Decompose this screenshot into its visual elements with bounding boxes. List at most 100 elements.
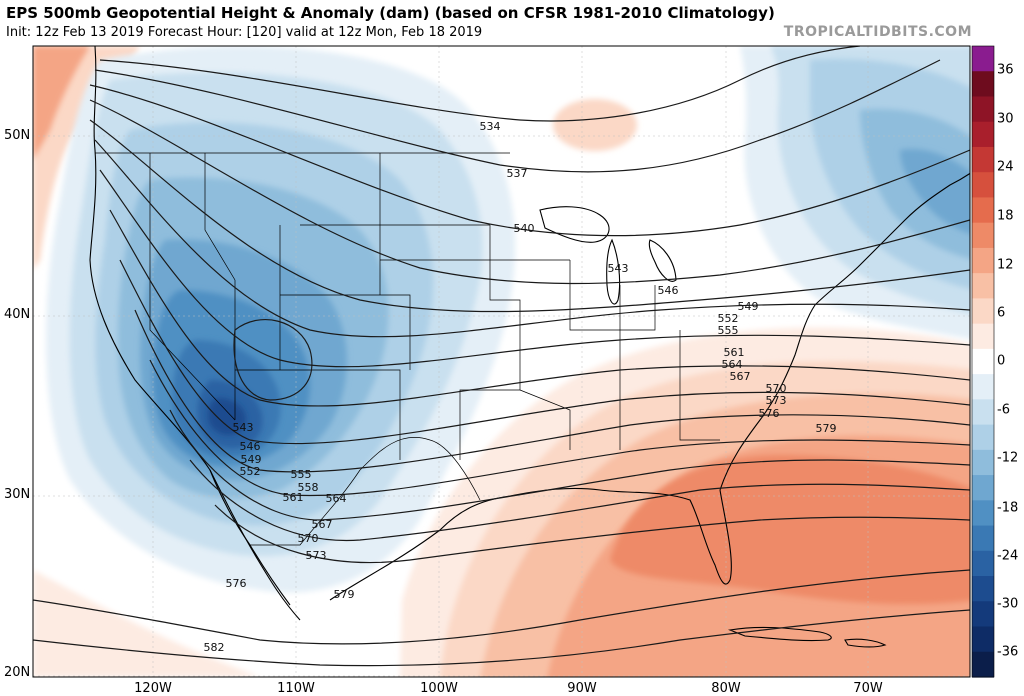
height-contour-10 (134, 309, 970, 473)
colorbar-swatch-p33 (972, 71, 994, 98)
anomaly-positive-pacific (33, 570, 260, 677)
height-contour-14 (214, 504, 970, 564)
contour-label-12: 573 (766, 394, 787, 407)
height-contour-1 (99, 46, 861, 122)
map-plot-area: 5345375405435465495525555615645675705735… (33, 46, 970, 677)
contour-label-1: 537 (507, 167, 528, 180)
contour-label-3: 543 (608, 262, 629, 275)
colorbar-tick-24: 24 (997, 159, 1014, 175)
colorbar-swatch-m24 (972, 550, 994, 577)
height-contour-12 (169, 409, 970, 521)
lon-label-90w: 90W (567, 681, 597, 696)
colorbar-tick-m18: -18 (997, 500, 1019, 516)
contour-label-4: 546 (658, 284, 679, 297)
lake-michigan (606, 238, 621, 305)
colorbar-tick-m12: -12 (997, 450, 1019, 466)
colorbar-swatch-p27 (972, 121, 994, 148)
colorbar-swatch-zero (972, 348, 994, 375)
contour-label-10: 567 (730, 370, 751, 383)
colorbar-swatch-m15 (972, 475, 994, 501)
colorbar-swatch-m33 (972, 626, 994, 653)
anomaly-positive-lakes (553, 99, 637, 151)
figure-title: EPS 500mb Geopotential Height & Anomaly … (6, 4, 775, 22)
colorbar-tick-m36: -36 (997, 644, 1019, 660)
colorbar-tick-6: 6 (997, 305, 1006, 321)
contour-label-11: 570 (766, 382, 787, 395)
colorbar-swatch-p15 (972, 222, 994, 249)
colorbar-swatch-m18 (972, 500, 994, 527)
contour-label-21: 561 (283, 491, 304, 504)
height-contour-16 (33, 609, 970, 667)
height-contour-7 (99, 169, 970, 368)
border-us-mexico (250, 437, 481, 546)
height-contour-4 (89, 99, 970, 285)
contour-label-16: 546 (240, 440, 261, 453)
colorbar-swatch-m3 (972, 374, 994, 400)
colorbar-swatch-p12 (972, 247, 994, 274)
lon-label-70w: 70W (853, 681, 883, 696)
height-contour-9 (119, 259, 970, 445)
coastline-west (89, 46, 301, 621)
lon-label-80w: 80W (711, 681, 741, 696)
contour-label-28: 582 (204, 641, 225, 654)
colorbar-swatch-m6 (972, 399, 994, 426)
height-contour-11 (149, 359, 970, 497)
height-contour-closed-low (233, 319, 313, 401)
contour-label-26: 576 (226, 577, 247, 590)
contour-label-27: 579 (334, 588, 355, 601)
contour-label-20: 558 (298, 481, 319, 494)
contour-label-13: 576 (759, 407, 780, 420)
height-contour-13 (189, 459, 970, 542)
state-borders (149, 153, 720, 460)
contour-label-6: 552 (718, 312, 739, 325)
coastline-baja (209, 469, 291, 606)
colorbar-tick-m30: -30 (997, 596, 1019, 612)
lake-huron (648, 239, 677, 282)
colorbar-swatch-p18 (972, 197, 994, 224)
lat-label-50n: 50N (4, 128, 31, 143)
colorbar-swatch-m30 (972, 601, 994, 628)
colorbar-tick-m6: -6 (997, 402, 1010, 418)
colorbar-swatch-p3 (972, 323, 994, 350)
contour-label-5: 549 (738, 300, 759, 313)
contour-label-7: 555 (718, 324, 739, 337)
height-contour-2 (94, 59, 941, 173)
coastline-east (719, 172, 970, 491)
colorbar-swatch-p30 (972, 96, 994, 123)
colorbar-swatch-p21 (972, 172, 994, 199)
colorbar-swatch-m27 (972, 576, 994, 602)
anomaly-negative-sw-9 (208, 398, 246, 436)
height-contour-5 (89, 119, 970, 313)
contour-label-23: 567 (312, 518, 333, 531)
anomaly-positive-nw-2 (33, 46, 90, 160)
island-cuba (727, 626, 832, 642)
contour-label-17: 549 (241, 453, 262, 466)
lat-label-30n: 30N (4, 487, 31, 502)
contour-label-0: 534 (480, 120, 501, 133)
lat-label-20n: 20N (4, 665, 31, 680)
contour-label-9: 564 (722, 358, 743, 371)
colorbar-tick-36: 36 (997, 62, 1014, 78)
contour-label-2: 540 (514, 222, 535, 235)
height-contour-3 (89, 84, 970, 237)
lon-label-110w: 110W (277, 681, 315, 696)
contour-label-22: 564 (326, 492, 347, 505)
lon-label-120w: 120W (134, 681, 172, 696)
colorbar-swatch-m12 (972, 449, 994, 476)
colorbar-tick-m24: -24 (997, 548, 1019, 564)
colorbar-swatch-p36 (972, 46, 994, 72)
colorbar-tick-18: 18 (997, 208, 1014, 224)
contour-label-25: 573 (306, 549, 327, 562)
contour-label-14: 579 (816, 422, 837, 435)
contour-label-24: 570 (298, 532, 319, 545)
colorbar-tick-12: 12 (997, 257, 1014, 273)
height-contour-8 (109, 209, 970, 407)
colorbar-swatch-p6 (972, 298, 994, 325)
anomaly-positive-se-5 (610, 455, 970, 605)
map-frame (32, 45, 971, 678)
colorbar-tick-30: 30 (997, 111, 1014, 127)
lake-superior (539, 206, 610, 243)
brand-watermark: TROPICALTIDBITS.COM (783, 24, 972, 40)
